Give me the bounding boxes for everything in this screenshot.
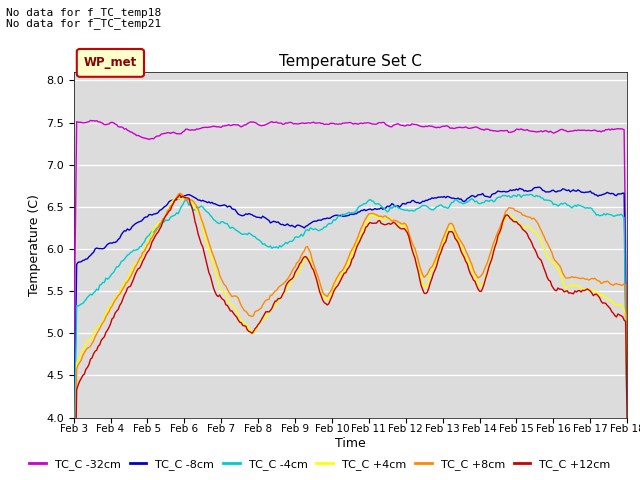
Y-axis label: Temperature (C): Temperature (C) <box>28 194 40 296</box>
Text: No data for f_TC_temp18: No data for f_TC_temp18 <box>6 7 162 18</box>
Title: Temperature Set C: Temperature Set C <box>279 54 422 70</box>
Text: WP_met: WP_met <box>84 56 137 70</box>
Legend: TC_C -32cm, TC_C -8cm, TC_C -4cm, TC_C +4cm, TC_C +8cm, TC_C +12cm: TC_C -32cm, TC_C -8cm, TC_C -4cm, TC_C +… <box>25 455 615 474</box>
Text: No data for f_TC_temp21: No data for f_TC_temp21 <box>6 18 162 29</box>
X-axis label: Time: Time <box>335 437 366 450</box>
